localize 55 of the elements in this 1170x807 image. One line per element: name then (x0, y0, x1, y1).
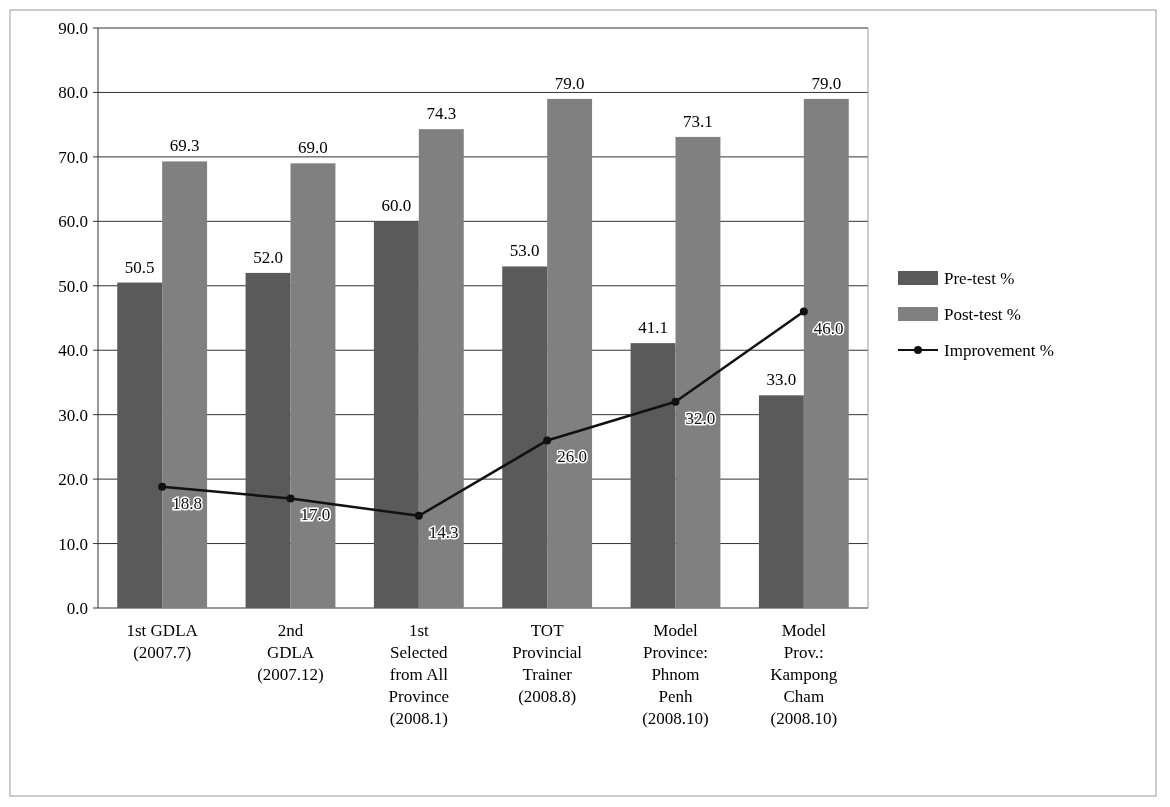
x-tick-label: 2nd GDLA (2007.12) (257, 621, 324, 684)
data-label: 26.0 (557, 447, 587, 467)
data-label: 32.0 (685, 408, 716, 428)
data-label: 18.8 (172, 493, 202, 513)
bar (502, 266, 548, 608)
x-tick-label: TOT Provincial Trainer (2008.8) (512, 621, 583, 706)
bar (117, 282, 163, 608)
bar (418, 129, 464, 608)
bar (675, 136, 721, 608)
legend-label: Improvement % (944, 340, 1054, 360)
data-label: 46.0 (813, 318, 844, 338)
data-label: 74.3 (426, 104, 457, 124)
y-tick-label: 40.0 (58, 341, 88, 361)
data-label: 73.1 (683, 111, 713, 131)
x-tick-label: 1st Selected from All Province (2008.1) (388, 621, 450, 728)
x-tick-label: Model Prov.: Kampong Cham (2008.10) (770, 621, 838, 728)
bar (373, 221, 419, 608)
point (671, 397, 680, 406)
data-label: 53.0 (509, 241, 540, 261)
data-label: 52.0 (253, 247, 283, 267)
y-tick-label: 30.0 (58, 405, 88, 425)
y-tick-label: 60.0 (58, 212, 88, 232)
data-label: 79.0 (554, 73, 585, 93)
data-label: 50.5 (124, 257, 155, 277)
bar (245, 272, 291, 608)
x-tick-label: Model Province: Phnom Penh (2008.10) (642, 621, 709, 728)
data-label: 14.3 (428, 522, 459, 542)
bar (290, 163, 336, 608)
point (414, 511, 423, 520)
point (799, 307, 808, 316)
legend-label: Post-test % (944, 304, 1021, 324)
data-label: 41.1 (638, 318, 668, 338)
legend-label: Pre-test % (944, 268, 1015, 288)
data-label: 69.0 (298, 138, 328, 158)
point (543, 436, 552, 445)
data-label: 79.0 (811, 73, 842, 93)
y-tick-label: 50.0 (58, 276, 88, 296)
point (286, 494, 295, 503)
x-tick-label: 1st GDLA (2007.7) (126, 621, 199, 662)
data-label: 33.0 (766, 370, 797, 390)
y-tick-label: 90.0 (58, 18, 88, 38)
y-tick-label: 70.0 (58, 147, 88, 167)
y-tick-label: 20.0 (58, 470, 88, 490)
bar (758, 395, 804, 608)
bar (547, 98, 593, 608)
data-label: 17.0 (300, 505, 331, 525)
data-label: 69.3 (169, 136, 200, 156)
y-tick-label: 80.0 (58, 83, 88, 103)
y-tick-label: 0.0 (66, 598, 88, 618)
bar (803, 98, 849, 608)
y-tick-label: 10.0 (58, 534, 88, 554)
bar (630, 343, 676, 608)
bar (162, 161, 208, 608)
point (158, 482, 167, 491)
data-label: 60.0 (381, 196, 412, 216)
